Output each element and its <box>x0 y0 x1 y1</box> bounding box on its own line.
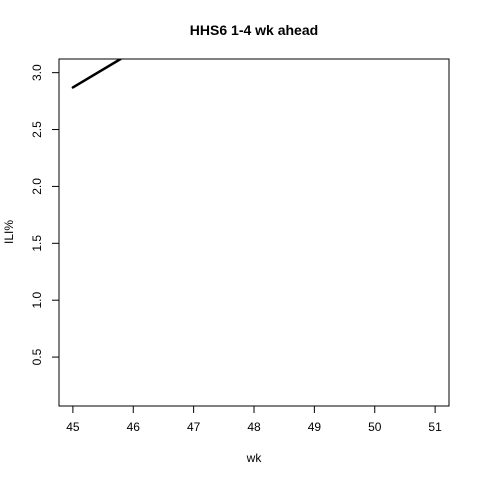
y-axis-label: ILI% <box>2 220 16 244</box>
x-tick-label: 48 <box>247 420 261 434</box>
x-tick-label: 45 <box>66 420 80 434</box>
x-axis-label: wk <box>246 451 263 465</box>
series-line <box>71 59 122 89</box>
y-tick-label: 1.5 <box>30 235 44 252</box>
y-tick-label: 1.0 <box>30 292 44 309</box>
y-tick-label: 2.5 <box>30 121 44 138</box>
y-axis: 0.5 1.0 1.5 2.0 2.5 3.0 <box>30 64 60 365</box>
x-axis: 45 46 47 48 49 50 51 <box>66 405 442 434</box>
x-tick-label: 49 <box>308 420 322 434</box>
x-tick-label: 50 <box>368 420 382 434</box>
y-tick-label: 0.5 <box>30 348 44 365</box>
chart-title: HHS6 1-4 wk ahead <box>190 22 318 38</box>
y-tick-label: 2.0 <box>30 178 44 195</box>
x-tick-label: 46 <box>127 420 141 434</box>
x-tick-label: 51 <box>428 420 442 434</box>
plot-area-border <box>58 58 450 407</box>
x-tick-label: 47 <box>187 420 201 434</box>
series-layer <box>71 59 122 89</box>
y-tick-label: 3.0 <box>30 64 44 81</box>
